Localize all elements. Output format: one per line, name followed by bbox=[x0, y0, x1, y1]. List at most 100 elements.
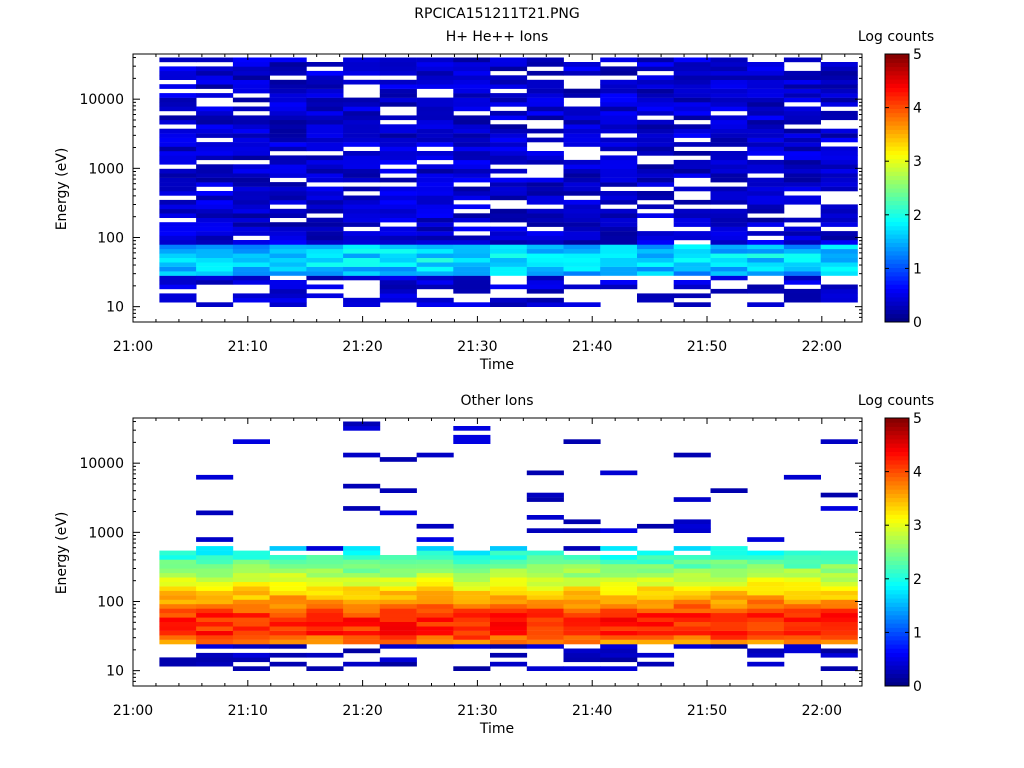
heatmap-cell bbox=[232, 119, 270, 125]
heatmap-cell bbox=[379, 657, 417, 663]
heatmap-cell bbox=[379, 271, 417, 276]
heatmap-cell bbox=[306, 555, 344, 560]
heatmap-cell bbox=[747, 119, 785, 125]
heatmap-cell bbox=[232, 568, 270, 574]
heatmap-cell bbox=[673, 93, 711, 98]
heatmap-cell bbox=[453, 426, 491, 431]
heatmap-cell bbox=[379, 599, 417, 605]
heatmap-cell bbox=[563, 182, 601, 187]
colorbar-segment bbox=[885, 510, 909, 515]
heatmap-cell bbox=[232, 563, 270, 569]
x-tick-label: 21:00 bbox=[113, 339, 153, 355]
heatmap-cell bbox=[783, 146, 821, 152]
heatmap-cell bbox=[600, 110, 638, 116]
heatmap-cell bbox=[490, 652, 528, 658]
heatmap-cell bbox=[710, 262, 748, 267]
heatmap-cell bbox=[343, 168, 381, 174]
heatmap-cell bbox=[673, 244, 711, 250]
heatmap-cell bbox=[783, 142, 821, 147]
heatmap-cell bbox=[747, 110, 785, 116]
heatmap-cell bbox=[490, 217, 528, 223]
heatmap-cell bbox=[637, 88, 675, 94]
heatmap-cell bbox=[269, 142, 307, 147]
heatmap-cell bbox=[783, 137, 821, 143]
heatmap-cell bbox=[343, 155, 381, 161]
heatmap-cell bbox=[747, 581, 785, 587]
heatmap-cell bbox=[232, 70, 270, 76]
colorbar-segment bbox=[885, 422, 909, 427]
heatmap-cell bbox=[637, 177, 675, 183]
heatmap-cell bbox=[232, 142, 270, 147]
colorbar-segment bbox=[885, 275, 909, 281]
heatmap-cell bbox=[820, 217, 858, 223]
heatmap-cell bbox=[159, 182, 197, 187]
heatmap-cell bbox=[343, 621, 381, 627]
heatmap-cell bbox=[343, 568, 381, 574]
heatmap-cell bbox=[563, 559, 601, 565]
heatmap-cell bbox=[673, 57, 711, 63]
heatmap-cell bbox=[600, 191, 638, 196]
heatmap-cell bbox=[379, 635, 417, 640]
panel-2-colorbar bbox=[884, 417, 910, 687]
heatmap-cell bbox=[563, 159, 601, 165]
heatmap-cell bbox=[196, 617, 234, 622]
heatmap-cell bbox=[783, 128, 821, 134]
heatmap-cell bbox=[306, 79, 344, 85]
heatmap-cell bbox=[673, 271, 711, 276]
heatmap-cell bbox=[783, 630, 821, 636]
colorbar-segment bbox=[885, 644, 909, 649]
heatmap-cell bbox=[820, 599, 858, 605]
heatmap-cell bbox=[159, 137, 197, 143]
heatmap-cell bbox=[747, 70, 785, 76]
heatmap-cell bbox=[196, 75, 234, 80]
heatmap-cell bbox=[526, 275, 564, 281]
heatmap-cell bbox=[783, 244, 821, 250]
heatmap-cell bbox=[379, 137, 417, 143]
heatmap-cell bbox=[820, 244, 858, 250]
heatmap-cell bbox=[820, 222, 858, 227]
heatmap-cell bbox=[820, 97, 858, 103]
heatmap-cell bbox=[232, 226, 270, 232]
heatmap-cell bbox=[637, 142, 675, 147]
heatmap-cell bbox=[710, 133, 748, 138]
heatmap-cell bbox=[600, 115, 638, 121]
heatmap-cell bbox=[379, 288, 417, 294]
colorbar-segment bbox=[885, 627, 909, 633]
x-tick-label: 21:50 bbox=[687, 703, 727, 719]
colorbar-segment bbox=[885, 635, 909, 641]
heatmap-cell bbox=[159, 226, 197, 232]
heatmap-cell bbox=[747, 137, 785, 143]
heatmap-cell bbox=[673, 563, 711, 569]
heatmap-cell bbox=[306, 75, 344, 80]
heatmap-cell bbox=[563, 88, 601, 94]
heatmap-cell bbox=[159, 284, 197, 290]
heatmap-cell bbox=[159, 159, 197, 165]
colorbar-segment bbox=[885, 62, 909, 68]
heatmap-cell bbox=[306, 208, 344, 214]
heatmap-cell bbox=[490, 590, 528, 596]
heatmap-cell bbox=[269, 568, 307, 574]
heatmap-cell bbox=[783, 231, 821, 236]
heatmap-cell bbox=[563, 240, 601, 245]
heatmap-cell bbox=[416, 630, 454, 636]
heatmap-cell bbox=[637, 550, 675, 556]
y-tick-label: 100 bbox=[97, 230, 124, 246]
heatmap-cell bbox=[600, 57, 638, 63]
panel-2-title: Other Ions bbox=[460, 393, 534, 409]
heatmap-cell bbox=[196, 604, 234, 609]
heatmap-cell bbox=[196, 231, 234, 236]
colorbar-segment bbox=[885, 518, 909, 524]
heatmap-cell bbox=[820, 586, 858, 591]
heatmap-cell bbox=[416, 191, 454, 196]
heatmap-cell bbox=[453, 159, 491, 165]
heatmap-cell bbox=[710, 199, 748, 205]
heatmap-cell bbox=[196, 119, 234, 125]
heatmap-cell bbox=[637, 137, 675, 143]
heatmap-cell bbox=[232, 191, 270, 196]
heatmap-cell bbox=[710, 115, 748, 121]
heatmap-cell bbox=[637, 577, 675, 582]
heatmap-cell bbox=[490, 133, 528, 138]
heatmap-cell bbox=[196, 639, 234, 645]
heatmap-cell bbox=[159, 115, 197, 121]
